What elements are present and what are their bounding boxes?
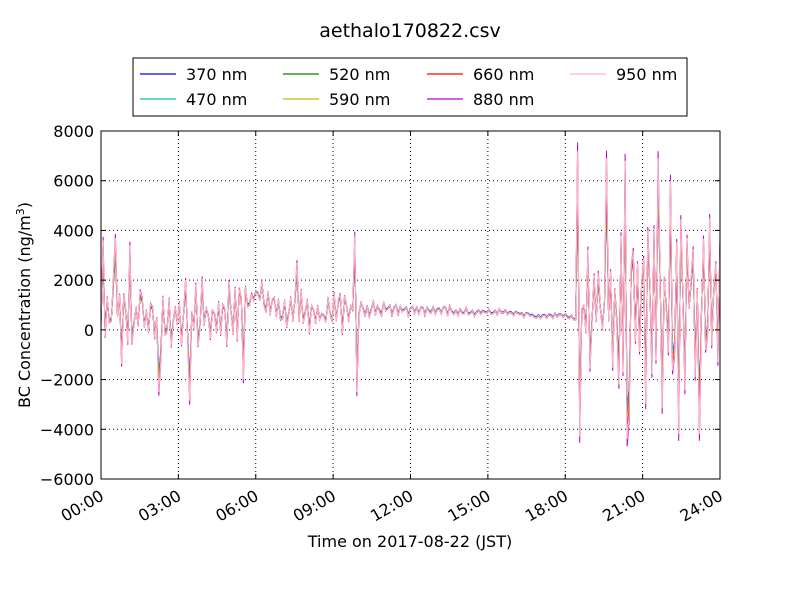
y-tick-label: 8000 xyxy=(53,122,94,141)
y-tick-label: −6000 xyxy=(40,470,94,489)
legend-label: 950 nm xyxy=(616,65,677,84)
y-tick-label: 6000 xyxy=(53,172,94,191)
x-axis-label: Time on 2017-08-22 (JST) xyxy=(307,532,512,551)
x-tick-label: 24:00 xyxy=(677,486,726,526)
y-axis: −6000 −4000 −2000 0 2000 4000 6000 8000 xyxy=(40,122,720,489)
x-tick-label: 12:00 xyxy=(367,486,416,526)
legend-label: 370 nm xyxy=(186,65,247,84)
x-tick-label: 15:00 xyxy=(444,486,493,526)
y-tick-label: 4000 xyxy=(53,221,94,240)
chart-title: aethalo170822.csv xyxy=(319,20,501,42)
legend-box xyxy=(132,57,688,117)
x-tick-label: 03:00 xyxy=(135,486,184,526)
legend-label: 880 nm xyxy=(473,90,534,109)
legend-label: 590 nm xyxy=(329,90,390,109)
x-tick-label: 06:00 xyxy=(212,486,261,526)
series-line-950nm xyxy=(101,150,720,440)
x-tick-label: 09:00 xyxy=(290,486,339,526)
y-tick-label: 2000 xyxy=(53,271,94,290)
y-axis-label: BC Concentration (ng/m3) xyxy=(14,202,34,408)
series-lines xyxy=(101,142,720,447)
y-tick-label: 0 xyxy=(84,321,94,340)
y-tick-label: −2000 xyxy=(40,371,94,390)
legend-label: 470 nm xyxy=(186,90,247,109)
y-tick-label: −4000 xyxy=(40,420,94,439)
legend-label: 520 nm xyxy=(329,65,390,84)
legend: 370 nm 470 nm 520 nm 590 nm 660 nm 880 nm 950 … xyxy=(132,57,688,117)
x-tick-label: 00:00 xyxy=(58,486,107,526)
x-tick-label: 18:00 xyxy=(522,486,571,526)
legend-label: 660 nm xyxy=(473,65,534,84)
x-tick-label: 21:00 xyxy=(599,486,648,526)
